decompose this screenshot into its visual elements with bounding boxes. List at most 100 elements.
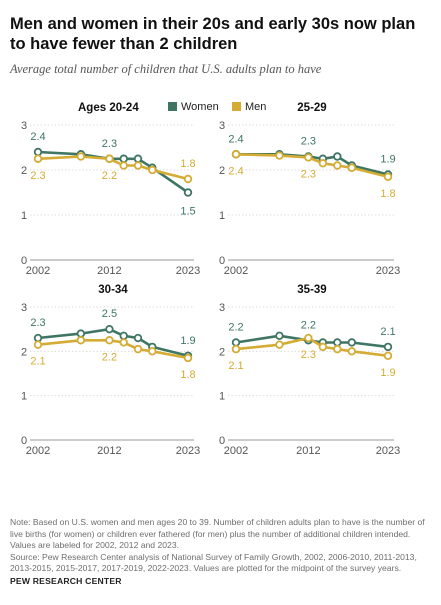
panel-title: Ages 20-24 <box>78 102 139 114</box>
chart-panel-3: 0 1 2 3 2002 2012 2023 30-34 2.3 2.5 1.9 2.1 2.2 1.8 <box>21 284 200 457</box>
data-label: 2.2 <box>228 321 243 333</box>
panel-title: 30-34 <box>98 284 128 296</box>
legend-label-men: Men <box>245 101 266 113</box>
y-tick-label: 2 <box>21 165 27 177</box>
y-tick-label: 0 <box>21 435 27 447</box>
data-point <box>119 338 128 347</box>
data-point <box>33 333 43 343</box>
data-label: 1.9 <box>380 367 395 379</box>
x-tick-label: 2012 <box>97 265 121 277</box>
data-point <box>333 161 342 170</box>
y-tick-label: 2 <box>21 346 27 358</box>
y-tick-label: 3 <box>21 120 27 132</box>
x-tick-label: 2002 <box>224 265 248 277</box>
data-label: 1.8 <box>180 369 195 381</box>
data-point <box>33 340 43 349</box>
legend-swatch-men <box>232 102 241 111</box>
x-tick-label: 2023 <box>376 265 400 277</box>
x-tick-label: 2023 <box>176 265 200 277</box>
data-point <box>333 152 342 161</box>
data-point <box>76 152 86 161</box>
data-label: 2.3 <box>30 317 45 329</box>
chart-panel-2: 0 1 2 3 2002 2023 25-29 2.4 2.3 1.9 2.4 2.3 1.8 <box>219 102 400 277</box>
data-point <box>133 154 143 163</box>
y-tick-label: 0 <box>21 255 27 267</box>
x-tick-label: 2012 <box>97 445 121 457</box>
data-label: 1.5 <box>180 206 195 218</box>
data-point <box>383 172 393 181</box>
data-label: 2.2 <box>102 170 117 182</box>
y-tick-label: 3 <box>21 302 27 314</box>
data-label: 2.4 <box>228 133 243 145</box>
data-point <box>383 351 393 360</box>
data-point <box>105 154 114 163</box>
data-point <box>119 161 128 170</box>
data-label: 1.8 <box>380 188 395 200</box>
data-point <box>231 150 241 159</box>
data-label: 2.3 <box>301 349 316 361</box>
data-label: 2.3 <box>102 138 117 150</box>
data-point <box>275 331 284 341</box>
data-label: 2.3 <box>301 168 316 180</box>
panel-title: 25-29 <box>297 102 326 114</box>
data-point <box>304 333 313 343</box>
y-tick-label: 2 <box>219 165 225 177</box>
chart-notes: Note: Based on U.S. women and men ages 2… <box>10 517 435 575</box>
data-point <box>133 344 143 354</box>
y-tick-label: 1 <box>219 391 225 403</box>
chart-panel-1: 0 1 2 3 2002 2012 2023 Ages 20-24 2.4 2.3 1.5 2.3 2.… <box>21 101 266 277</box>
data-point <box>231 338 241 347</box>
data-label: 2.1 <box>30 356 45 368</box>
y-tick-label: 1 <box>219 210 225 222</box>
data-point <box>133 333 143 343</box>
data-label: 2.1 <box>380 326 395 338</box>
data-label: 2.2 <box>301 319 316 331</box>
data-point <box>119 331 128 341</box>
data-point <box>33 154 43 163</box>
x-tick-label: 2023 <box>176 445 200 457</box>
data-point <box>275 151 284 160</box>
panel-title: 35-39 <box>297 284 326 296</box>
y-tick-label: 1 <box>21 391 27 403</box>
y-tick-label: 0 <box>219 435 225 447</box>
y-tick-label: 2 <box>219 346 225 358</box>
data-point <box>347 347 357 356</box>
data-label: 2.1 <box>228 360 243 372</box>
data-label: 1.8 <box>180 158 195 170</box>
legend-label-women: Women <box>181 101 219 113</box>
data-point <box>183 188 193 197</box>
data-point <box>318 342 328 352</box>
data-point <box>148 165 157 175</box>
data-point <box>148 347 157 356</box>
chart-panel-4: 0 1 2 3 2002 2012 2023 35-39 2.2 2.2 2.1 2.1 2.3 1.9 <box>219 284 400 457</box>
data-point <box>119 154 128 163</box>
data-point <box>304 153 313 162</box>
y-tick-label: 0 <box>219 255 225 267</box>
data-label: 2.3 <box>30 170 45 182</box>
data-point <box>275 340 284 349</box>
data-label: 2.2 <box>102 351 117 363</box>
data-point <box>183 174 193 184</box>
x-tick-label: 2002 <box>224 445 248 457</box>
x-tick-label: 2002 <box>26 445 50 457</box>
data-point <box>105 324 114 334</box>
data-label: 2.3 <box>301 136 316 148</box>
y-tick-label: 3 <box>219 120 225 132</box>
data-label: 1.9 <box>380 154 395 166</box>
x-tick-label: 2012 <box>296 445 320 457</box>
data-point <box>183 353 193 363</box>
data-point <box>76 329 86 338</box>
data-label: 2.5 <box>102 308 117 320</box>
y-tick-label: 3 <box>219 302 225 314</box>
note-text: Note: Based on U.S. women and men ages 2… <box>10 517 425 551</box>
data-point <box>333 338 342 347</box>
data-label: 2.4 <box>30 131 45 143</box>
data-point <box>33 147 43 157</box>
chart-title: Men and women in their 20s and early 30s… <box>10 15 416 53</box>
legend-swatch-women <box>168 102 177 111</box>
data-point <box>231 344 241 354</box>
data-point <box>347 163 357 172</box>
legend: Women Men <box>168 101 266 113</box>
data-point <box>333 344 342 354</box>
